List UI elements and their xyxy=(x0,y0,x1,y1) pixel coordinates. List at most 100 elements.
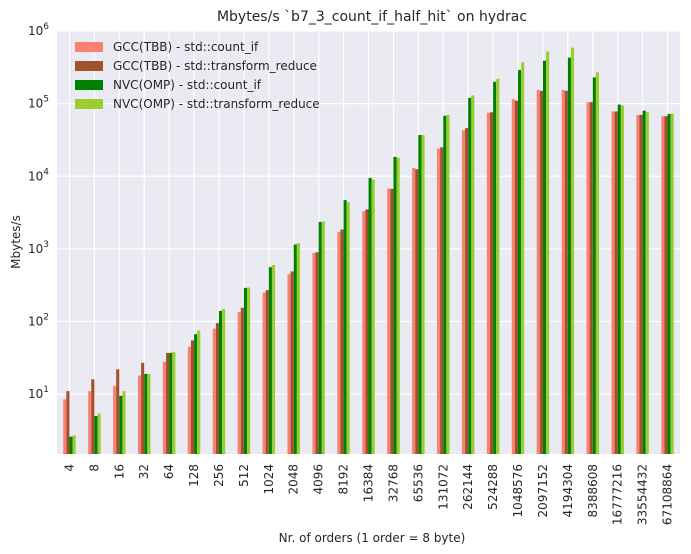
bar xyxy=(137,375,142,454)
x-tick-label: 128 xyxy=(187,464,201,487)
bar xyxy=(493,81,497,454)
bar xyxy=(218,310,223,454)
x-tick-label: 2097152 xyxy=(536,464,550,517)
bar xyxy=(415,169,419,454)
bar xyxy=(293,244,297,454)
bar xyxy=(122,391,126,454)
bar xyxy=(539,90,543,455)
bar xyxy=(212,328,216,454)
bar xyxy=(511,99,515,454)
bar xyxy=(443,115,447,454)
legend-label: NVC(OMP) - std::transform_reduce xyxy=(113,97,320,111)
bar xyxy=(664,116,668,455)
bar xyxy=(240,307,244,454)
bar xyxy=(465,128,469,454)
bar xyxy=(113,385,117,454)
x-tick-label: 4096 xyxy=(312,464,326,495)
bar xyxy=(546,51,550,455)
bar xyxy=(670,113,674,454)
bar xyxy=(265,290,269,454)
bar xyxy=(489,112,494,455)
x-axis-label: Nr. of orders (1 order = 8 byte) xyxy=(279,531,466,545)
bar xyxy=(418,134,422,455)
bar xyxy=(197,330,201,454)
bar xyxy=(365,209,369,454)
bar xyxy=(437,148,441,455)
bar xyxy=(396,157,400,454)
bar xyxy=(116,369,120,454)
bar xyxy=(287,274,291,454)
x-tick-label: 16777216 xyxy=(611,464,625,525)
bar xyxy=(340,229,344,454)
bar xyxy=(315,252,319,454)
bar xyxy=(215,323,219,454)
x-tick-label: 2048 xyxy=(287,464,301,495)
bar xyxy=(66,391,70,454)
bar xyxy=(222,308,226,454)
bar xyxy=(639,114,643,454)
bars xyxy=(63,47,674,455)
bar xyxy=(268,267,272,454)
y-tick-label: 101 xyxy=(28,385,49,401)
bar xyxy=(586,102,590,454)
bar xyxy=(496,78,500,454)
legend-swatch xyxy=(75,61,103,71)
bar xyxy=(362,211,366,454)
bar xyxy=(561,89,565,455)
bar xyxy=(468,97,472,455)
x-tick-label: 524288 xyxy=(486,464,500,510)
x-axis-ticks: 4 8 16 32 64 128 256 512 1024 2048 4096 8192 16384 32… xyxy=(62,464,674,525)
bar xyxy=(141,362,145,454)
bar xyxy=(337,232,341,454)
y-axis-label: Mbytes/s xyxy=(9,215,23,269)
legend-swatch xyxy=(75,80,103,90)
x-tick-label: 512 xyxy=(237,464,251,487)
legend-label: GCC(TBB) - std::count_if xyxy=(113,40,259,54)
bar xyxy=(91,379,95,454)
bar xyxy=(592,77,596,454)
bar xyxy=(321,221,325,454)
bar xyxy=(636,114,640,454)
bar xyxy=(446,114,450,454)
x-tick-label: 33554432 xyxy=(636,464,650,525)
bar xyxy=(187,346,191,454)
x-tick-label: 16384 xyxy=(362,464,376,502)
bar xyxy=(567,57,571,454)
bar xyxy=(247,287,251,454)
bar xyxy=(614,111,618,454)
bar xyxy=(595,72,600,455)
bar xyxy=(390,188,394,454)
bar xyxy=(290,271,294,454)
legend-swatch xyxy=(75,42,103,52)
bar xyxy=(237,312,241,454)
bar xyxy=(611,111,615,454)
x-tick-label: 64 xyxy=(162,464,176,479)
legend-label: NVC(OMP) - std::count_if xyxy=(113,78,262,92)
bar xyxy=(162,361,167,454)
bar xyxy=(387,188,391,455)
y-axis-ticks: 101 102 103 104 105 106 xyxy=(28,22,49,401)
bar xyxy=(243,287,248,454)
bar xyxy=(94,416,98,454)
bar xyxy=(368,177,372,455)
bar xyxy=(318,221,322,454)
bar xyxy=(166,352,170,454)
y-tick-label: 102 xyxy=(28,313,49,329)
x-tick-label: 32768 xyxy=(386,464,400,502)
bar xyxy=(69,436,73,454)
x-tick-label: 256 xyxy=(212,464,226,487)
bar xyxy=(412,167,416,455)
bar xyxy=(393,156,397,454)
x-tick-label: 8388608 xyxy=(586,464,600,517)
bar xyxy=(518,70,522,455)
bar xyxy=(147,373,151,454)
bar xyxy=(312,252,316,454)
x-tick-label: 8 xyxy=(87,464,101,472)
bar xyxy=(486,112,490,454)
bar xyxy=(617,104,621,455)
y-tick-label: 103 xyxy=(28,240,49,256)
y-tick-label: 106 xyxy=(28,22,49,38)
legend-label: GCC(TBB) - std::transform_reduce xyxy=(113,59,317,73)
